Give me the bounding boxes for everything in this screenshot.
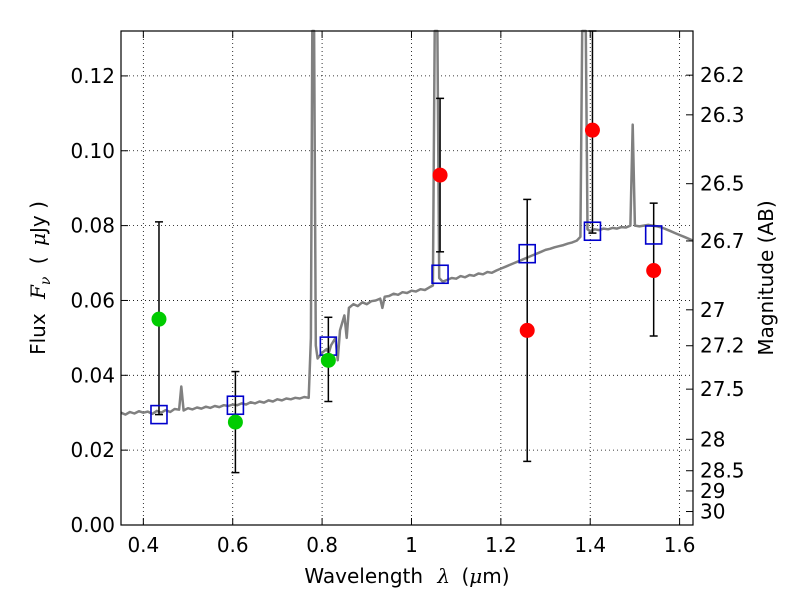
observed-red-circle-marker bbox=[646, 263, 662, 279]
y-axis-unit-open: ( bbox=[26, 256, 50, 264]
y-tick-label: 0.06 bbox=[70, 288, 115, 312]
synthetic-square-marker bbox=[431, 264, 449, 285]
observed-green-circle-marker bbox=[320, 352, 336, 368]
spectrum-path bbox=[120, 29, 694, 416]
axis-ticks bbox=[121, 31, 693, 526]
y-tick-label: 0.08 bbox=[70, 214, 115, 238]
y2-tick-label: 30 bbox=[700, 500, 725, 524]
observed-red-circle-marker bbox=[584, 122, 600, 138]
y2-axis-title: Magnitude (AB) bbox=[754, 200, 778, 355]
y2-tick-label: 26.7 bbox=[700, 229, 745, 253]
y-tick-label: 0.04 bbox=[70, 363, 115, 387]
observed-green-circle-marker bbox=[151, 311, 167, 327]
synthetic-square-marker bbox=[518, 243, 537, 264]
y-tick-label: 0.12 bbox=[70, 64, 115, 88]
x-axis-unit-mu: μ bbox=[469, 564, 482, 588]
grid-lines bbox=[121, 31, 693, 526]
y2-tick-label: 27 bbox=[700, 298, 725, 322]
y2-tick-label: 28 bbox=[700, 427, 725, 451]
x-axis-title: Wavelength λ (μm) bbox=[304, 564, 509, 588]
y-tick-label: 0.10 bbox=[70, 139, 115, 163]
observed-green-circle-marker bbox=[227, 414, 243, 430]
x-tick-label: 1.6 bbox=[664, 533, 696, 557]
y-axis-title-prefix: Flux bbox=[26, 313, 50, 355]
x-axis-unit-rest: m) bbox=[482, 564, 509, 588]
synthetic-square-marker bbox=[150, 404, 168, 425]
y-axis-unit-rest: Jy ) bbox=[26, 201, 50, 235]
y2-tick-label: 27.2 bbox=[700, 334, 745, 358]
synthetic-square-marker bbox=[226, 395, 245, 416]
y-tick-labels: 0.00 0.02 0.04 0.06 0.08 0.10 0.12 bbox=[70, 64, 115, 537]
x-tick-label: 0.4 bbox=[127, 533, 159, 557]
y-axis-subscript: ν bbox=[38, 276, 54, 285]
x-axis-unit-open: ( bbox=[461, 564, 469, 588]
x-tick-label: 1 bbox=[405, 533, 418, 557]
synthetic-square-marker bbox=[644, 225, 663, 245]
plot-area-frame bbox=[120, 30, 694, 526]
y-axis-unit-mu: μ bbox=[26, 233, 50, 246]
observed-red-circle-marker bbox=[519, 322, 535, 338]
x-tick-labels: 0.4 0.6 0.8 1 1.2 1.4 1.6 bbox=[127, 533, 695, 557]
x-tick-label: 1.4 bbox=[574, 533, 606, 557]
x-tick-label: 1.2 bbox=[485, 533, 517, 557]
y-axis-title: Flux Fν ( μJy ) bbox=[26, 201, 55, 355]
y2-tick-label: 27.5 bbox=[700, 377, 745, 401]
y2-tick-label: 28.5 bbox=[700, 459, 745, 483]
x-tick-label: 0.8 bbox=[306, 533, 338, 557]
y-tick-label: 0.02 bbox=[70, 438, 115, 462]
y2-tick-label: 29 bbox=[700, 479, 725, 503]
y2-tick-label: 26.5 bbox=[700, 172, 745, 196]
x-axis-title-prefix: Wavelength bbox=[304, 564, 423, 588]
y-tick-label: 0.00 bbox=[70, 513, 115, 537]
observed-photometry-markers bbox=[151, 122, 662, 430]
y-axis-symbol: F bbox=[26, 284, 50, 300]
synthetic-square-marker bbox=[583, 221, 602, 242]
y2-tick-label: 26.2 bbox=[700, 63, 745, 87]
synthetic-photometry-markers bbox=[150, 221, 663, 425]
x-axis-symbol: λ bbox=[436, 564, 450, 588]
x-tick-label: 0.6 bbox=[217, 533, 249, 557]
y2-tick-label: 26.3 bbox=[700, 103, 745, 127]
observed-red-circle-marker bbox=[432, 167, 448, 183]
model-spectrum-line bbox=[120, 29, 694, 416]
